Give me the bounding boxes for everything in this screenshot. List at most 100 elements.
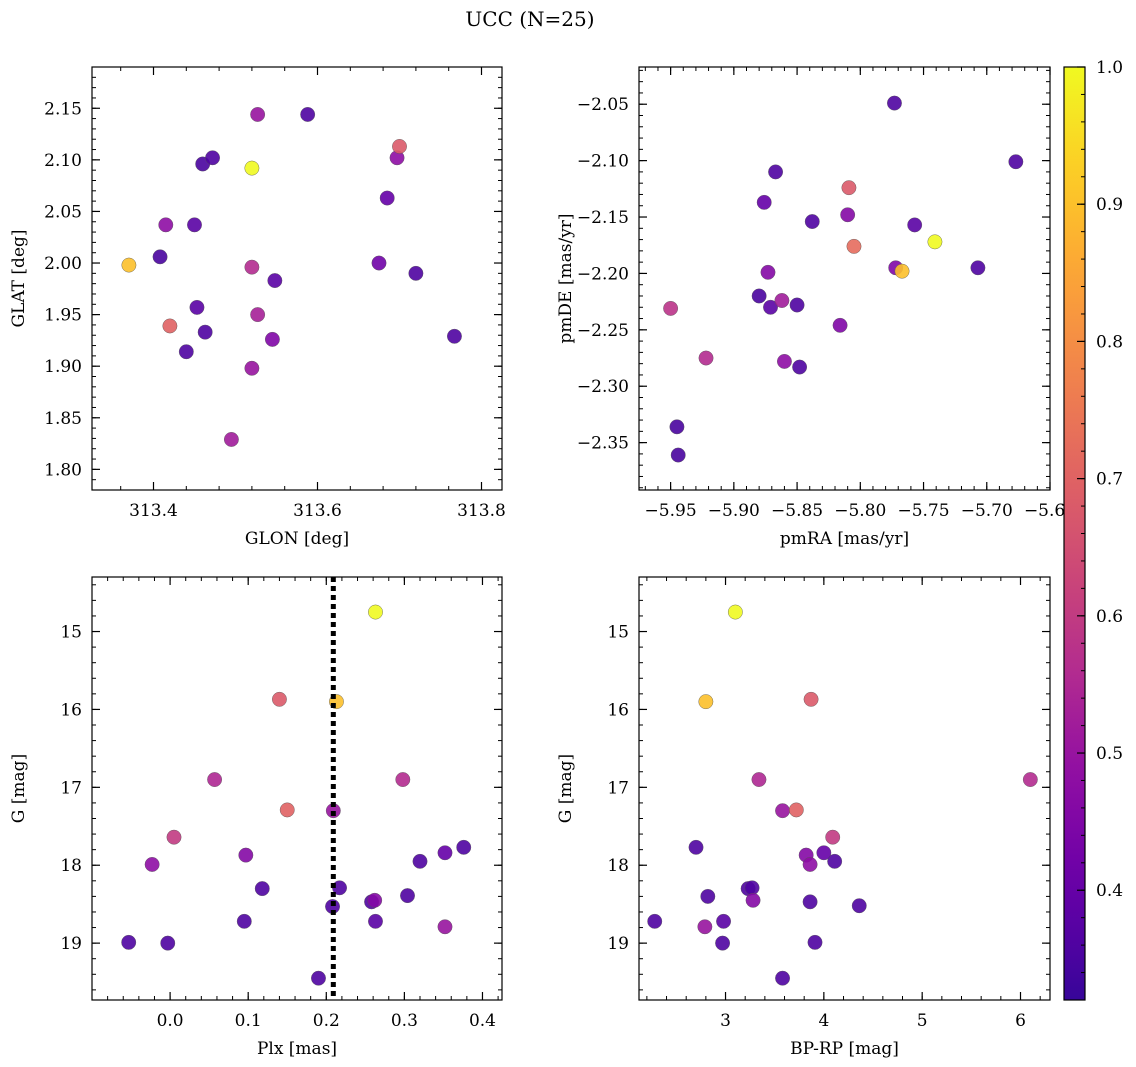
y-tick-label: −2.15 — [577, 208, 629, 228]
y-tick-label: −2.30 — [577, 377, 629, 397]
data-point — [688, 839, 704, 855]
y-tick-label: 17 — [60, 778, 82, 798]
x-tick-label: −5.90 — [708, 501, 760, 521]
x-tick-label: −5.70 — [961, 501, 1013, 521]
data-point — [456, 839, 472, 855]
data-point — [187, 217, 202, 233]
x-tick-label: 6 — [1015, 1011, 1026, 1031]
data-point — [160, 935, 176, 951]
y-tick-label: 17 — [607, 778, 629, 798]
panel-4: 3 4 5 6 15 16 17 18 19 BP-RP [mag] G [mag] — [556, 576, 1051, 1059]
y-axis-label: pmDE [mas/yr] — [556, 213, 576, 343]
colorbar-tick-label: 0.6 — [1096, 607, 1123, 627]
y-tick-label: 15 — [607, 623, 629, 643]
x-tick-label: 313.8 — [457, 501, 506, 521]
data-point — [727, 604, 743, 620]
data-point — [775, 803, 790, 819]
data-point — [768, 164, 783, 180]
colorbar-tick-label: 0.4 — [1096, 881, 1123, 901]
y-tick-label: 2.15 — [44, 99, 82, 119]
data-point — [412, 853, 428, 869]
data-point — [300, 107, 316, 122]
x-axis-label: pmRA [mas/yr] — [780, 529, 909, 549]
x-tick-label: −5.80 — [834, 501, 886, 521]
data-point — [1008, 154, 1024, 170]
data-point — [763, 299, 778, 315]
data-point — [927, 234, 943, 250]
y-tick-label: 18 — [607, 856, 629, 876]
data-point — [250, 107, 266, 122]
data-point — [894, 263, 910, 279]
data-point — [447, 328, 462, 344]
data-point — [756, 194, 772, 210]
panel-1: 313.4 313.6 313.8 1.80 1.85 1.90 1.95 2.00 2.05 2… — [9, 66, 506, 549]
y-tick-label: 1.90 — [44, 357, 82, 377]
data-point — [379, 190, 395, 206]
data-point — [751, 772, 767, 787]
data-point — [166, 829, 182, 845]
y-axis-label: GLAT [deg] — [9, 229, 29, 327]
data-point — [207, 772, 223, 787]
y-tick-label: 1.95 — [44, 306, 82, 326]
y-tick-label: −2.35 — [577, 434, 629, 454]
data-point — [887, 95, 902, 111]
colorbar-tick-label: 0.7 — [1096, 470, 1123, 490]
data-point — [244, 160, 260, 176]
colorbar-tick-label: 1.0 — [1096, 58, 1123, 78]
x-tick-label: 0.4 — [469, 1011, 496, 1031]
x-tick-label: −5.95 — [645, 501, 697, 521]
data-point — [236, 913, 252, 929]
y-tick-label: 2.05 — [44, 202, 82, 222]
y-tick-label: 19 — [60, 934, 82, 954]
panel-2: −5.95 −5.90 −5.85 −5.80 −5.75 −5.70 −5.65 −2.35… — [556, 66, 1076, 549]
data-point — [816, 845, 832, 861]
data-point — [751, 288, 767, 304]
axes-frame — [91, 66, 503, 491]
data-point — [760, 264, 776, 280]
colorbar-tick-label: 0.9 — [1096, 195, 1123, 215]
data-point — [700, 888, 716, 904]
x-tick-label: 313.4 — [129, 501, 178, 521]
data-point — [745, 892, 761, 908]
data-point — [803, 691, 819, 707]
axes-frame — [638, 66, 1051, 491]
y-tick-label: 19 — [607, 934, 629, 954]
data-point — [789, 297, 805, 313]
x-axis-label: BP-RP [mag] — [790, 1039, 899, 1059]
data-point — [775, 970, 790, 986]
y-tick-label: −2.25 — [577, 321, 629, 341]
data-point — [647, 913, 663, 929]
data-point — [254, 881, 270, 897]
axes-frame — [638, 576, 1051, 1001]
data-point — [267, 273, 283, 288]
data-point — [189, 299, 205, 315]
x-tick-label: 3 — [720, 1011, 731, 1031]
data-point — [264, 331, 280, 347]
x-tick-label: 0.0 — [157, 1011, 184, 1031]
data-point — [250, 307, 266, 323]
data-point — [368, 913, 383, 929]
data-point — [807, 934, 823, 950]
data-point — [804, 214, 820, 229]
x-axis-label: Plx [mas] — [257, 1039, 337, 1059]
data-point — [244, 259, 260, 275]
data-point — [178, 344, 194, 360]
data-point — [663, 300, 679, 316]
data-point — [774, 293, 790, 308]
y-tick-label: −2.20 — [577, 264, 629, 284]
figure-title: UCC (N=25) — [465, 7, 595, 31]
data-point — [851, 898, 867, 914]
data-point — [744, 880, 760, 896]
x-tick-label: 313.6 — [293, 501, 342, 521]
data-point — [777, 354, 792, 369]
y-tick-label: 16 — [607, 700, 629, 720]
data-point — [698, 694, 714, 710]
data-point — [716, 913, 731, 929]
colorbar-tick-label: 0.5 — [1096, 744, 1123, 764]
y-tick-label: 18 — [60, 856, 82, 876]
data-point — [238, 847, 254, 863]
data-point — [788, 802, 804, 818]
y-tick-label: 2.00 — [44, 254, 82, 274]
